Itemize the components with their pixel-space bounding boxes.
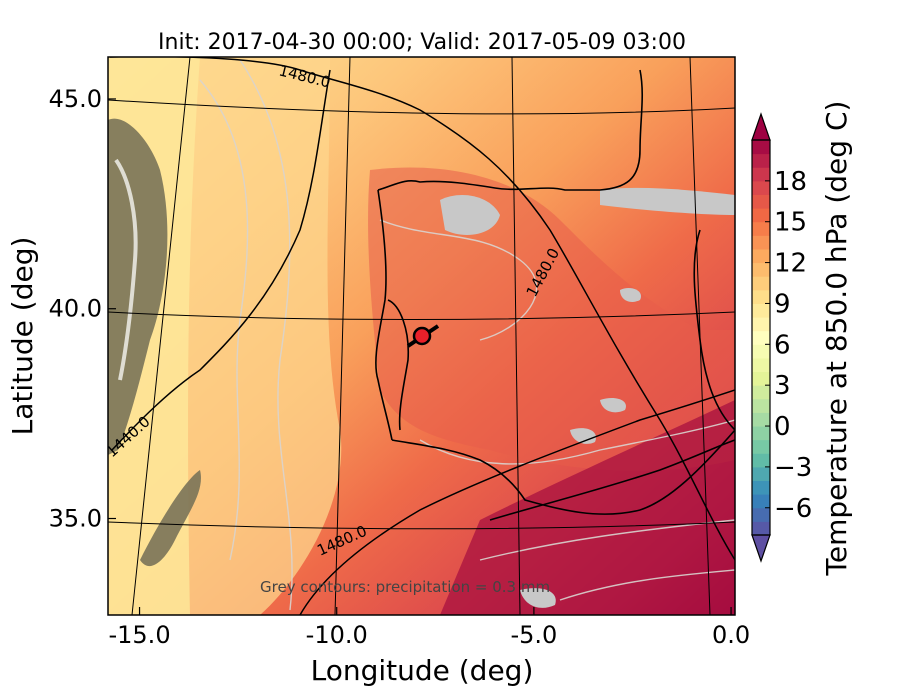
colorbar-band xyxy=(752,140,770,155)
x-tick-label: 0.0 xyxy=(712,621,750,649)
colorbar-band xyxy=(752,276,770,291)
y-tick-label: 45.0 xyxy=(49,85,102,113)
colorbar-band xyxy=(752,385,770,400)
warmest-southeast-region xyxy=(440,400,735,615)
map-frame xyxy=(107,56,736,616)
colorbar-band xyxy=(752,398,770,413)
colorbar-band xyxy=(752,289,770,304)
iberia-coast xyxy=(377,69,644,191)
colorbar-band xyxy=(752,180,770,195)
y-axis-label: Latitude (deg) xyxy=(6,237,39,436)
precip-note: Grey contours: precipitation = 0.3 mm xyxy=(260,578,550,596)
contour-1440 xyxy=(111,69,331,451)
colorbar-band xyxy=(752,466,770,482)
colorbar-band xyxy=(752,371,770,386)
portugal-border xyxy=(387,299,410,431)
colorbar-label: Temperature at 850.0 hPa (deg C) xyxy=(820,101,853,577)
colorbar-band xyxy=(752,480,770,495)
colorbar-band xyxy=(752,507,770,522)
colorbar-tick-label: 18 xyxy=(774,167,807,197)
colorbar-band xyxy=(752,453,770,468)
y-axis-ticks: 35.0 40.0 45.0 xyxy=(49,85,116,533)
warm-interior-region xyxy=(368,167,735,471)
station-marker xyxy=(412,326,432,346)
x-axis-label: Longitude (deg) xyxy=(311,654,534,687)
colorbar-band xyxy=(752,208,770,223)
terrain-highlight xyxy=(114,158,138,381)
colorbar-band xyxy=(752,317,770,332)
colorbar-ticks: −6 −3 0 3 6 9 12 15 18 xyxy=(765,167,812,524)
africa-coast xyxy=(489,439,735,521)
y-tick-label: 35.0 xyxy=(49,505,102,533)
colorbar-band xyxy=(752,439,770,454)
south-coast xyxy=(391,429,735,515)
colorbar-band xyxy=(752,494,770,509)
colorbar-band xyxy=(752,262,770,277)
colorbar-tick-label: 15 xyxy=(774,208,807,238)
colorbar-band xyxy=(752,235,770,250)
colorbar-band xyxy=(752,167,770,182)
colorbar-band xyxy=(752,330,770,345)
graticule xyxy=(108,57,735,615)
contour-1480-south xyxy=(299,389,735,615)
terrain-southwest xyxy=(140,470,201,567)
geopotential-contours xyxy=(110,57,735,615)
x-axis-ticks: -15.0 -10.0 -5.0 0.0 xyxy=(108,607,750,649)
colorbar-band xyxy=(752,521,770,536)
colorbar-tick-label: 6 xyxy=(774,330,791,360)
colorbar-frame xyxy=(751,139,771,536)
colorbar-tick-label: 12 xyxy=(774,249,807,279)
colorbar-band xyxy=(752,357,770,373)
colorbar-tick-label: 3 xyxy=(774,371,791,401)
colorbar-bands xyxy=(752,140,770,536)
contour-1480-north xyxy=(110,57,735,561)
colorbar-band xyxy=(752,426,770,441)
x-tick-label: -10.0 xyxy=(306,621,368,649)
portugal-coast xyxy=(375,189,393,441)
chart-title: Init: 2017-04-30 00:00; Valid: 2017-05-0… xyxy=(158,30,686,55)
colorbar-band xyxy=(752,221,770,236)
colorbar-band xyxy=(752,412,770,427)
colorbar-extend-max xyxy=(751,112,771,141)
colorbar-band xyxy=(752,344,770,359)
x-tick-label: -15.0 xyxy=(108,621,170,649)
colorbar-tick-label: 0 xyxy=(774,412,791,442)
colorbar-band xyxy=(752,248,770,264)
colorbar-band xyxy=(752,194,770,209)
coastlines xyxy=(375,69,735,521)
colorbar-tick-label: 9 xyxy=(774,289,791,319)
precip-patches xyxy=(440,187,735,608)
colorbar: −6 −3 0 3 6 9 12 15 18 Temperature at 850.0 hPa … xyxy=(751,101,853,577)
precip-contours xyxy=(199,59,735,611)
x-tick-label: -5.0 xyxy=(510,621,557,649)
y-tick-label: 40.0 xyxy=(49,295,102,323)
colorbar-tick-label: −3 xyxy=(774,453,812,483)
colorbar-band xyxy=(752,303,770,318)
colorbar-band xyxy=(752,153,770,168)
map-area: 1480.0 1480.0 1480.0 1440.0 Grey contour… xyxy=(108,57,735,615)
colorbar-extend-min xyxy=(751,534,771,563)
colorbar-tick-label: −6 xyxy=(774,494,812,524)
